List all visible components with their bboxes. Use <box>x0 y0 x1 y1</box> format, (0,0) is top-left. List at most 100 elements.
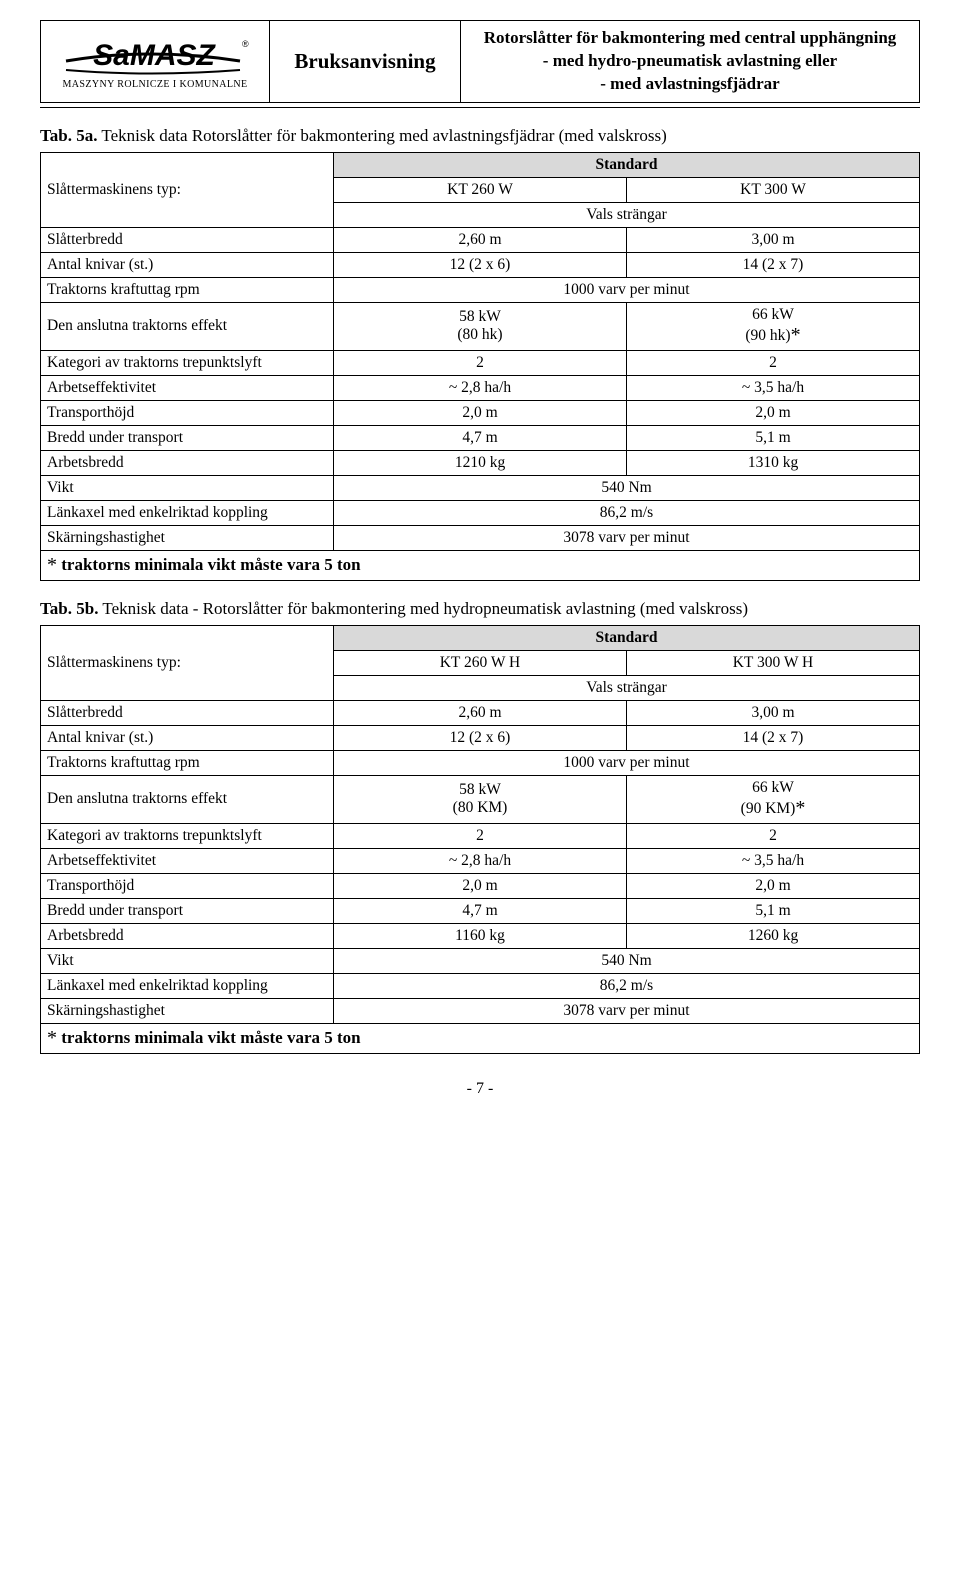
table-5b-footnote: * traktorns minimala vikt måste vara 5 t… <box>41 1023 920 1053</box>
doc-description: Rotorslåtter för bakmontering med centra… <box>461 21 919 102</box>
table-row: Bredd under transport4,7 m5,1 m <box>41 425 920 450</box>
row-value-2: 3,00 m <box>627 227 920 252</box>
row-label: Antal knivar (st.) <box>41 252 334 277</box>
row-value-2: ~ 3,5 ha/h <box>627 848 920 873</box>
row-label: Kategori av traktorns trepunktslyft <box>41 823 334 848</box>
table-row: Slåtterbredd2,60 m3,00 m <box>41 227 920 252</box>
caption-5b-rest: Teknisk data - Rotorslåtter för bakmonte… <box>98 599 748 618</box>
row-label: Transporthöjd <box>41 873 334 898</box>
row-value-1: 58 kW(80 hk) <box>334 302 627 350</box>
row-value-1: 58 kW(80 KM) <box>334 775 627 823</box>
row-value-2: 66 kW(90 hk)* <box>627 302 920 350</box>
row-value-2: ~ 3,5 ha/h <box>627 375 920 400</box>
table-row: Vikt540 Nm <box>41 475 920 500</box>
table-5b: Slåttermaskinens typ: Standard KT 260 W … <box>40 625 920 1054</box>
page-number: - 7 - <box>40 1080 920 1098</box>
table-row: Den anslutna traktorns effekt58 kW(80 hk… <box>41 302 920 350</box>
row-value: 86,2 m/s <box>334 973 920 998</box>
row-value-2: 66 kW(90 KM)* <box>627 775 920 823</box>
row-label: Arbetseffektivitet <box>41 848 334 873</box>
row-value-2: 2 <box>627 823 920 848</box>
row-value-1: 2,60 m <box>334 227 627 252</box>
row-value-1: 12 (2 x 6) <box>334 252 627 277</box>
row-label: Bredd under transport <box>41 898 334 923</box>
row-label: Den anslutna traktorns effekt <box>41 775 334 823</box>
caption-5a-rest: Teknisk data Rotorslåtter för bakmonteri… <box>97 126 666 145</box>
logo-cell: SaMASZ ® MASZYNY ROLNICZE I KOMUNALNE <box>41 21 270 102</box>
desc-line-1: Rotorslåtter för bakmontering med centra… <box>484 28 897 47</box>
row-value: 540 Nm <box>334 475 920 500</box>
row-label: Arbetsbredd <box>41 923 334 948</box>
row-value-2: 5,1 m <box>627 425 920 450</box>
row-label: Traktorns kraftuttag rpm <box>41 750 334 775</box>
svg-text:®: ® <box>242 39 249 49</box>
caption-5b-bold: Tab. 5b. <box>40 599 98 618</box>
table-row: Antal knivar (st.)12 (2 x 6)14 (2 x 7) <box>41 725 920 750</box>
row-value: 3078 varv per minut <box>334 525 920 550</box>
table-5a-footnote: * traktorns minimala vikt måste vara 5 t… <box>41 550 920 580</box>
row-label: Slåtterbredd <box>41 227 334 252</box>
row-value-2: 14 (2 x 7) <box>627 725 920 750</box>
col-head-2: KT 300 W <box>627 177 920 202</box>
row-label: Vikt <box>41 948 334 973</box>
table-row: Traktorns kraftuttag rpm1000 varv per mi… <box>41 750 920 775</box>
row-label: Skärningshastighet <box>41 525 334 550</box>
row-label: Arbetsbredd <box>41 450 334 475</box>
table-row: Traktorns kraftuttag rpm1000 varv per mi… <box>41 277 920 302</box>
row-value-2: 2,0 m <box>627 873 920 898</box>
row-label: Länkaxel med enkelriktad koppling <box>41 500 334 525</box>
table-row: Arbetsbredd1210 kg1310 kg <box>41 450 920 475</box>
row-value: 1000 varv per minut <box>334 277 920 302</box>
table-row: Antal knivar (st.)12 (2 x 6)14 (2 x 7) <box>41 252 920 277</box>
samasz-logo: SaMASZ ® <box>60 33 250 77</box>
row-value: 86,2 m/s <box>334 500 920 525</box>
row-value-2: 14 (2 x 7) <box>627 252 920 277</box>
row-value: 3078 varv per minut <box>334 998 920 1023</box>
col-head-1: KT 260 W H <box>334 650 627 675</box>
table-row: Arbetsbredd1160 kg1260 kg <box>41 923 920 948</box>
row-value-1: 2 <box>334 350 627 375</box>
row-value-2: 2 <box>627 350 920 375</box>
row-value-1: 4,7 m <box>334 425 627 450</box>
row-label: Den anslutna traktorns effekt <box>41 302 334 350</box>
table-row: Länkaxel med enkelriktad koppling86,2 m/… <box>41 500 920 525</box>
caption-5a-bold: Tab. 5a. <box>40 126 97 145</box>
row-value-1: ~ 2,8 ha/h <box>334 375 627 400</box>
row-label: Bredd under transport <box>41 425 334 450</box>
table-5a: Slåttermaskinens typ: Standard KT 260 W … <box>40 152 920 581</box>
row-label: Arbetseffektivitet <box>41 375 334 400</box>
table-row: Vikt540 Nm <box>41 948 920 973</box>
row-value: 540 Nm <box>334 948 920 973</box>
row-value-1: 12 (2 x 6) <box>334 725 627 750</box>
row-value-1: 4,7 m <box>334 898 627 923</box>
table-row: Slåtterbredd2,60 m3,00 m <box>41 700 920 725</box>
row-value-1: ~ 2,8 ha/h <box>334 848 627 873</box>
vals-head: Vals strängar <box>334 202 920 227</box>
table-row: Länkaxel med enkelriktad koppling86,2 m/… <box>41 973 920 998</box>
table-row: Skärningshastighet3078 varv per minut <box>41 525 920 550</box>
row-label: Antal knivar (st.) <box>41 725 334 750</box>
table-5b-caption: Tab. 5b. Teknisk data - Rotorslåtter för… <box>40 599 920 619</box>
table-row: Skärningshastighet3078 varv per minut <box>41 998 920 1023</box>
row-label: Slåtterbredd <box>41 700 334 725</box>
svg-text:SaMASZ: SaMASZ <box>93 39 216 72</box>
row-label: Transporthöjd <box>41 400 334 425</box>
table-row: Arbetseffektivitet~ 2,8 ha/h~ 3,5 ha/h <box>41 375 920 400</box>
row-value-2: 3,00 m <box>627 700 920 725</box>
table-row: Transporthöjd2,0 m2,0 m <box>41 400 920 425</box>
desc-line-2: - med hydro-pneumatisk avlastning eller <box>543 51 837 70</box>
desc-line-3: - med avlastningsfjädrar <box>600 74 779 93</box>
table-row: Den anslutna traktorns effekt58 kW(80 KM… <box>41 775 920 823</box>
row-value-1: 2 <box>334 823 627 848</box>
row-value-1: 1160 kg <box>334 923 627 948</box>
row-value: 1000 varv per minut <box>334 750 920 775</box>
doc-title: Bruksanvisning <box>270 21 461 102</box>
row-value-2: 1260 kg <box>627 923 920 948</box>
logo-subtitle: MASZYNY ROLNICZE I KOMUNALNE <box>63 79 248 90</box>
table-5a-caption: Tab. 5a. Teknisk data Rotorslåtter för b… <box>40 126 920 146</box>
row-value-2: 1310 kg <box>627 450 920 475</box>
row-value-2: 5,1 m <box>627 898 920 923</box>
page-header: SaMASZ ® MASZYNY ROLNICZE I KOMUNALNE Br… <box>40 20 920 103</box>
col-head-1: KT 260 W <box>334 177 627 202</box>
row-value-2: 2,0 m <box>627 400 920 425</box>
